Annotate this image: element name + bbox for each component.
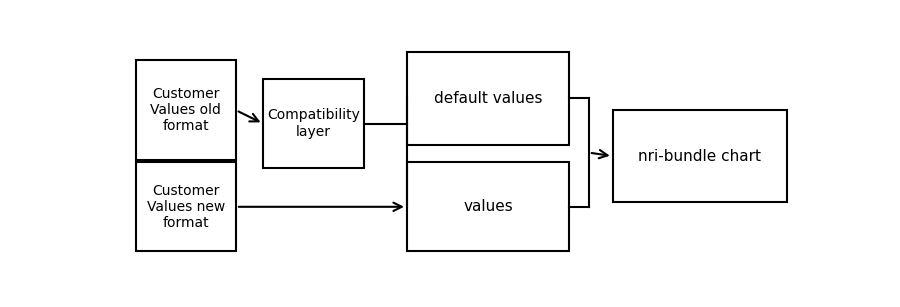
FancyBboxPatch shape [613, 110, 787, 202]
Text: Customer
Values new
format: Customer Values new format [147, 184, 225, 230]
Text: Customer
Values old
format: Customer Values old format [150, 87, 221, 134]
FancyBboxPatch shape [136, 60, 236, 161]
FancyBboxPatch shape [263, 79, 364, 168]
FancyBboxPatch shape [407, 52, 570, 145]
FancyBboxPatch shape [136, 162, 236, 251]
FancyBboxPatch shape [407, 162, 570, 251]
Text: nri-bundle chart: nri-bundle chart [638, 149, 761, 164]
Text: default values: default values [434, 91, 543, 106]
Text: Compatibility
layer: Compatibility layer [267, 108, 360, 139]
Text: values: values [464, 199, 513, 214]
